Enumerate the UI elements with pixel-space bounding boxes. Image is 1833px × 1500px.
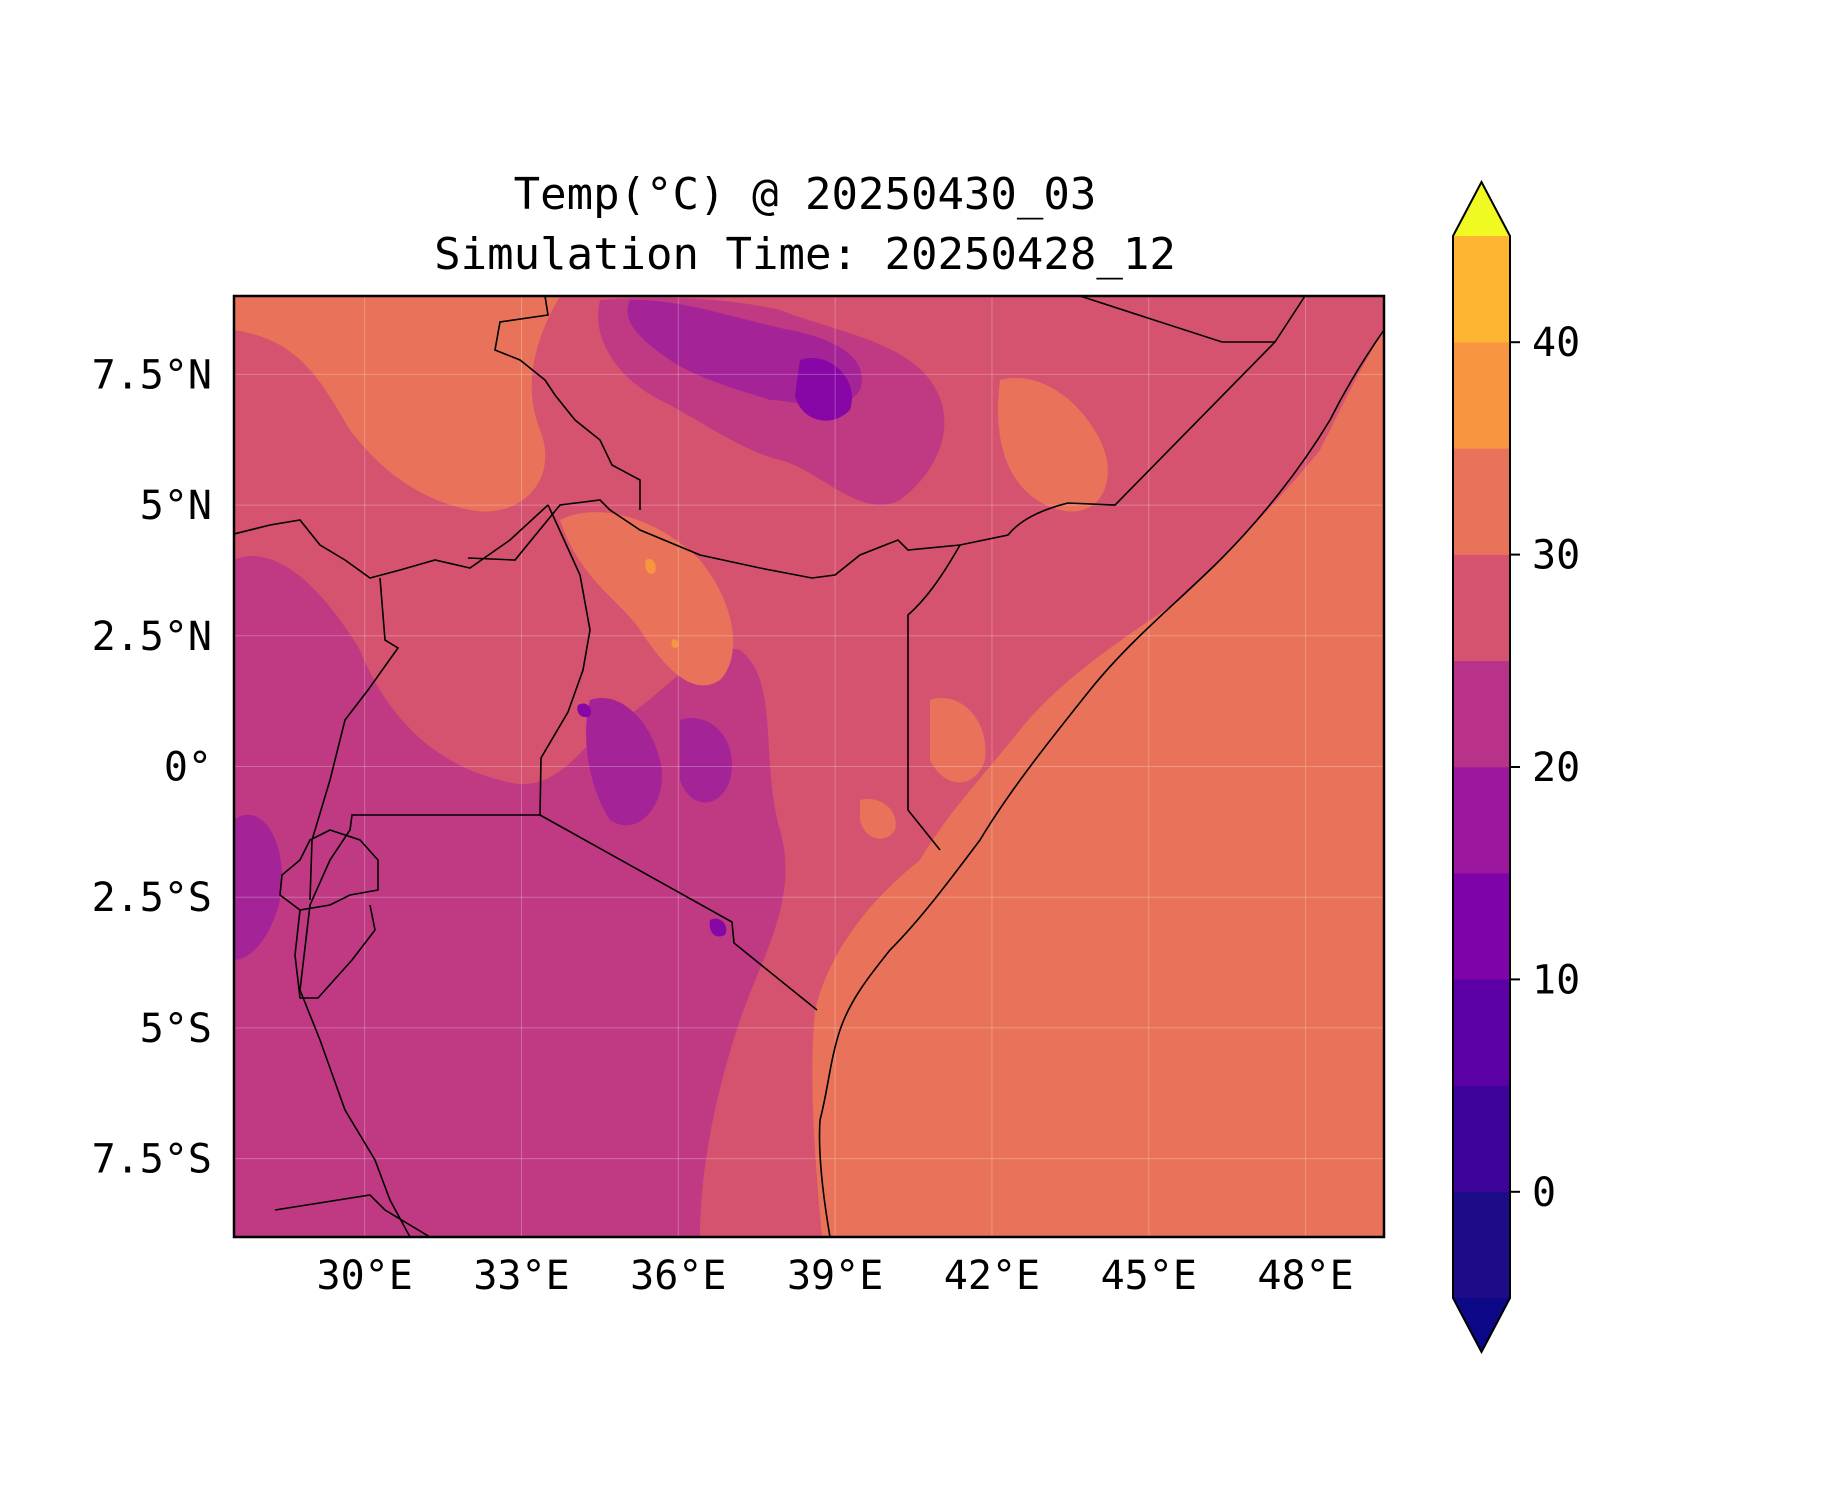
colorbar-over-arrow bbox=[1453, 182, 1510, 236]
lon-tick-label: 42°E bbox=[944, 1253, 1040, 1299]
colorbar-segment bbox=[1452, 448, 1511, 555]
border-uganda-tanzania bbox=[299, 814, 540, 1237]
colorbar-segment bbox=[1452, 554, 1511, 662]
border-north-sudan bbox=[494, 296, 641, 510]
colorbar-segment bbox=[1452, 979, 1511, 1086]
colorbar-segment bbox=[1452, 872, 1511, 980]
map-gridlines bbox=[234, 296, 1384, 1237]
latitude-axis: 7.5°N 5°N 2.5°N 0° 2.5°S 5°S 7.5°S bbox=[92, 352, 212, 1182]
map-title-line-1: Temp(°C) @ 20250430_03 bbox=[513, 169, 1097, 220]
colorbar-segment bbox=[1452, 660, 1511, 768]
lon-tick-label: 33°E bbox=[473, 1253, 569, 1299]
colorbar-segment bbox=[1452, 235, 1511, 343]
land-band-10-15 bbox=[234, 299, 862, 960]
colorbar-segment bbox=[1452, 1085, 1511, 1193]
lat-tick-label: 5°N bbox=[140, 483, 212, 529]
longitude-axis: 30°E 33°E 36°E 39°E 42°E 45°E 48°E bbox=[317, 1253, 1354, 1299]
map-title-line-2: Simulation Time: 20250428_12 bbox=[434, 229, 1176, 280]
border-ethiopia-somalia-south bbox=[467, 341, 1276, 579]
border-kenya-tanzania bbox=[539, 814, 818, 1011]
border-rwanda-burundi bbox=[279, 829, 379, 911]
lat-tick-label: 2.5°S bbox=[92, 875, 212, 921]
lon-tick-label: 30°E bbox=[317, 1253, 413, 1299]
land-band-25-30 bbox=[234, 296, 1108, 839]
lat-tick-label: 2.5°N bbox=[92, 614, 212, 660]
colorbar-segment bbox=[1452, 766, 1511, 874]
colorbar: 0 10 20 30 40 bbox=[1452, 179, 1580, 1355]
colorbar-tick-label: 20 bbox=[1532, 745, 1580, 791]
coastline bbox=[818, 329, 1384, 1237]
map-frame bbox=[232, 294, 1386, 1239]
colorbar-segment bbox=[1452, 341, 1511, 449]
colorbar-outline bbox=[1452, 179, 1511, 1355]
lon-tick-label: 39°E bbox=[787, 1253, 883, 1299]
land-band-30-35 bbox=[645, 558, 679, 649]
border-ethiopia-somalia bbox=[1079, 296, 1306, 343]
lat-tick-label: 5°S bbox=[140, 1006, 212, 1052]
colorbar-tick-label: 10 bbox=[1532, 957, 1580, 1003]
lon-tick-label: 48°E bbox=[1257, 1253, 1353, 1299]
lat-tick-label: 0° bbox=[164, 745, 212, 791]
colorbar-tick-label: 40 bbox=[1532, 320, 1580, 366]
border-zambia-tanzania bbox=[274, 1194, 431, 1237]
country-borders bbox=[234, 296, 1384, 1237]
colorbar-under-arrow bbox=[1453, 1298, 1510, 1352]
land-band-15-20 bbox=[234, 297, 945, 1237]
lon-tick-label: 36°E bbox=[630, 1253, 726, 1299]
lat-tick-label: 7.5°N bbox=[92, 352, 212, 398]
border-kenya-somalia bbox=[907, 544, 961, 851]
lat-tick-label: 7.5°S bbox=[92, 1137, 212, 1183]
colorbar-tick-label: 0 bbox=[1532, 1170, 1556, 1216]
border-drc-lake-line bbox=[309, 577, 400, 901]
border-drc-uganda bbox=[234, 504, 549, 579]
colorbar-segment bbox=[1452, 1191, 1511, 1299]
land-band-5-10 bbox=[577, 358, 852, 937]
colorbar-tick-label: 30 bbox=[1532, 533, 1580, 579]
temperature-map bbox=[234, 296, 1384, 1237]
border-burundi-south bbox=[294, 904, 376, 999]
border-uganda-kenya bbox=[539, 504, 591, 816]
lon-tick-label: 45°E bbox=[1101, 1253, 1197, 1299]
